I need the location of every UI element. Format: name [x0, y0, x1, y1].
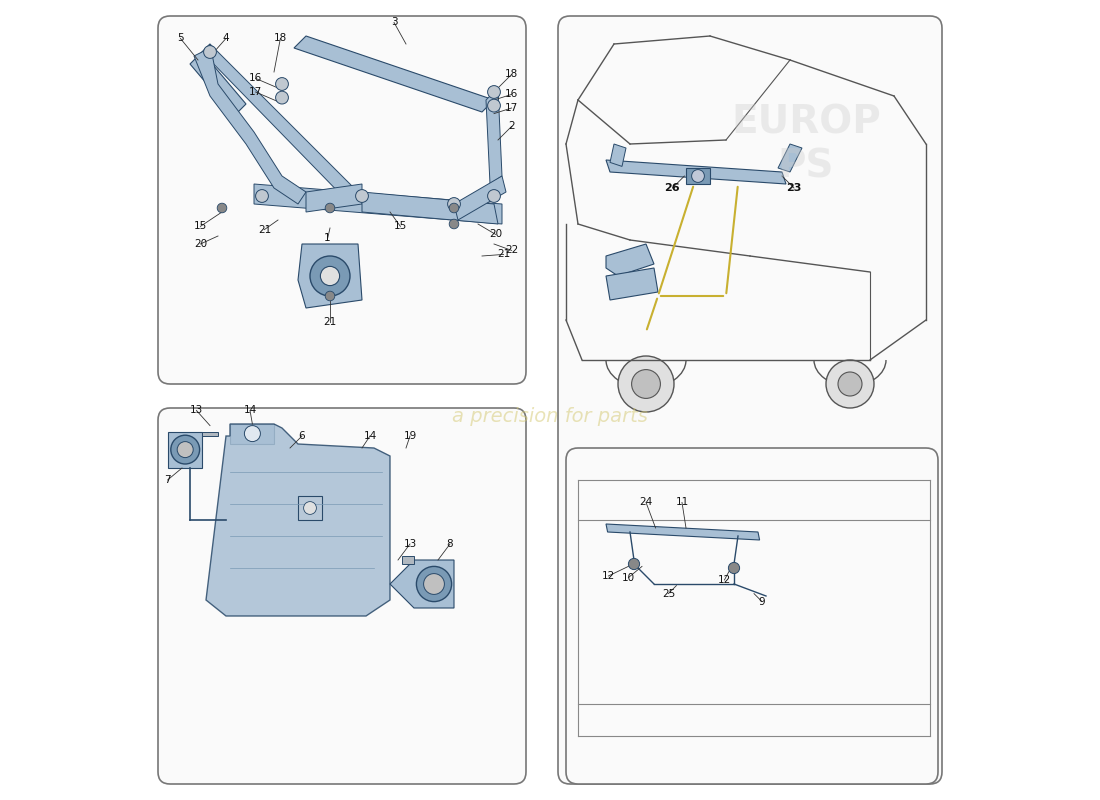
Text: 24: 24 — [639, 498, 652, 507]
Polygon shape — [610, 144, 626, 166]
Circle shape — [276, 91, 288, 104]
Polygon shape — [206, 424, 390, 616]
Circle shape — [326, 203, 334, 213]
Circle shape — [487, 86, 500, 98]
Circle shape — [355, 190, 368, 202]
Polygon shape — [454, 176, 506, 220]
Polygon shape — [194, 44, 306, 204]
Text: EUROP
PS: EUROP PS — [732, 103, 881, 185]
Polygon shape — [306, 184, 362, 212]
Text: 5: 5 — [177, 34, 184, 43]
Text: a precision for parts: a precision for parts — [452, 406, 648, 426]
Text: 26: 26 — [664, 183, 680, 193]
Text: 20: 20 — [194, 239, 207, 249]
Circle shape — [417, 566, 452, 602]
Circle shape — [487, 190, 500, 202]
Circle shape — [276, 78, 288, 90]
Polygon shape — [606, 244, 654, 276]
Text: 16: 16 — [249, 74, 262, 83]
Polygon shape — [402, 556, 414, 564]
FancyBboxPatch shape — [566, 448, 938, 784]
Polygon shape — [190, 52, 246, 116]
Circle shape — [487, 99, 500, 112]
Text: 13: 13 — [404, 539, 417, 549]
Polygon shape — [362, 192, 498, 224]
Polygon shape — [486, 88, 502, 184]
Text: 4: 4 — [222, 34, 229, 43]
Text: 1: 1 — [324, 234, 331, 243]
FancyBboxPatch shape — [158, 16, 526, 384]
Text: 25: 25 — [662, 589, 675, 598]
Circle shape — [204, 46, 217, 58]
Circle shape — [449, 219, 459, 229]
Text: 23: 23 — [786, 183, 802, 193]
Text: 12: 12 — [718, 575, 732, 585]
Circle shape — [177, 442, 194, 458]
Text: 7: 7 — [164, 475, 170, 485]
Polygon shape — [167, 432, 202, 468]
Text: 10: 10 — [621, 573, 635, 582]
Polygon shape — [230, 424, 274, 444]
Text: 12: 12 — [602, 571, 615, 581]
Text: 18: 18 — [505, 70, 518, 79]
Polygon shape — [202, 432, 218, 436]
Text: 13: 13 — [190, 406, 204, 415]
Circle shape — [255, 190, 268, 202]
Text: 18: 18 — [274, 34, 287, 43]
Circle shape — [326, 291, 334, 301]
Text: 21: 21 — [497, 250, 510, 259]
Circle shape — [217, 203, 227, 213]
Text: 21: 21 — [257, 225, 271, 234]
Text: 20: 20 — [490, 230, 503, 239]
Circle shape — [310, 256, 350, 296]
Polygon shape — [298, 244, 362, 308]
FancyBboxPatch shape — [558, 16, 942, 784]
Circle shape — [244, 426, 261, 442]
Circle shape — [448, 198, 461, 210]
Polygon shape — [686, 168, 710, 184]
Text: 2: 2 — [508, 122, 515, 131]
Polygon shape — [606, 524, 760, 540]
Text: 16: 16 — [505, 90, 518, 99]
Circle shape — [838, 372, 862, 396]
Circle shape — [170, 435, 199, 464]
Text: 15: 15 — [194, 222, 207, 231]
Circle shape — [320, 266, 340, 286]
Polygon shape — [294, 36, 494, 112]
Text: 3: 3 — [390, 18, 397, 27]
Circle shape — [449, 203, 459, 213]
Text: 22: 22 — [505, 246, 518, 255]
Text: 15: 15 — [394, 222, 407, 231]
FancyBboxPatch shape — [158, 408, 526, 784]
Polygon shape — [606, 268, 658, 300]
Polygon shape — [202, 44, 366, 208]
Polygon shape — [778, 144, 802, 172]
Text: 8: 8 — [447, 539, 453, 549]
Polygon shape — [390, 560, 454, 608]
Text: 21: 21 — [323, 318, 337, 327]
Circle shape — [628, 558, 639, 570]
Polygon shape — [254, 184, 502, 224]
Circle shape — [826, 360, 875, 408]
Text: 19: 19 — [404, 431, 417, 441]
Text: 17: 17 — [249, 87, 262, 97]
Circle shape — [424, 574, 444, 594]
Circle shape — [304, 502, 317, 514]
Circle shape — [692, 170, 704, 182]
Text: 9: 9 — [759, 597, 766, 606]
Polygon shape — [606, 160, 786, 184]
Polygon shape — [298, 496, 322, 520]
Text: 6: 6 — [299, 431, 306, 441]
Text: 17: 17 — [505, 103, 518, 113]
Text: 11: 11 — [675, 498, 689, 507]
Text: 14: 14 — [243, 406, 256, 415]
Circle shape — [618, 356, 674, 412]
Circle shape — [631, 370, 660, 398]
Text: 14: 14 — [363, 431, 376, 441]
Circle shape — [728, 562, 739, 574]
